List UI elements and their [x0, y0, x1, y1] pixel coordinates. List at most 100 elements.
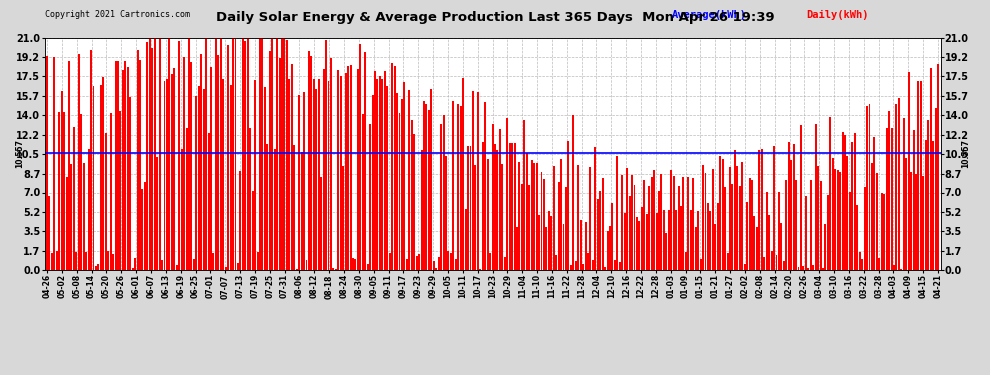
Bar — [259, 38, 261, 270]
Bar — [672, 177, 674, 270]
Bar — [454, 259, 456, 270]
Bar — [775, 255, 777, 270]
Bar — [421, 150, 423, 270]
Bar — [266, 144, 268, 270]
Bar — [70, 164, 72, 270]
Bar — [462, 78, 464, 270]
Bar — [247, 38, 248, 270]
Bar — [641, 207, 643, 270]
Bar — [913, 129, 915, 270]
Bar — [318, 78, 320, 270]
Bar — [665, 233, 667, 270]
Bar — [627, 168, 628, 270]
Bar — [557, 182, 559, 270]
Bar — [856, 205, 858, 270]
Bar — [815, 124, 817, 270]
Bar — [371, 95, 373, 270]
Bar — [853, 133, 855, 270]
Bar — [695, 227, 697, 270]
Bar — [680, 206, 682, 270]
Bar — [552, 166, 554, 270]
Bar — [97, 264, 99, 270]
Bar — [504, 257, 506, 270]
Bar — [291, 64, 293, 270]
Bar — [203, 89, 205, 270]
Bar — [110, 112, 112, 270]
Bar — [117, 62, 119, 270]
Bar — [75, 252, 77, 270]
Bar — [707, 203, 709, 270]
Bar — [780, 223, 782, 270]
Bar — [560, 159, 562, 270]
Bar — [151, 48, 153, 270]
Bar — [125, 62, 127, 270]
Bar — [173, 68, 175, 270]
Bar — [742, 162, 743, 270]
Bar — [223, 79, 224, 270]
Bar — [156, 157, 158, 270]
Bar — [631, 176, 633, 270]
Bar — [446, 156, 447, 270]
Bar — [655, 213, 657, 270]
Bar — [873, 137, 875, 270]
Bar — [369, 124, 371, 270]
Bar — [65, 177, 67, 270]
Bar — [712, 169, 714, 270]
Bar — [519, 162, 521, 270]
Bar — [835, 169, 837, 270]
Bar — [122, 70, 124, 270]
Bar — [516, 227, 518, 270]
Bar — [925, 140, 927, 270]
Bar — [127, 67, 129, 270]
Bar — [418, 254, 420, 270]
Bar — [930, 68, 932, 270]
Bar — [612, 203, 614, 270]
Bar — [670, 170, 672, 270]
Bar — [374, 71, 376, 270]
Bar — [881, 193, 883, 270]
Bar — [609, 226, 611, 270]
Bar — [411, 120, 413, 270]
Bar — [506, 118, 508, 270]
Bar — [886, 128, 888, 270]
Bar — [394, 66, 396, 270]
Bar — [938, 64, 940, 270]
Bar — [717, 203, 719, 270]
Bar — [357, 69, 358, 270]
Bar — [765, 192, 767, 270]
Bar — [700, 259, 702, 270]
Bar — [896, 105, 897, 270]
Bar — [53, 57, 55, 270]
Bar — [545, 227, 547, 270]
Bar — [242, 38, 244, 270]
Bar — [379, 76, 381, 270]
Bar — [354, 259, 356, 270]
Bar — [807, 268, 809, 270]
Bar — [905, 158, 907, 270]
Bar — [536, 163, 538, 270]
Bar — [682, 177, 684, 270]
Bar — [386, 86, 388, 270]
Bar — [115, 62, 117, 270]
Bar — [443, 115, 445, 270]
Bar — [467, 146, 469, 270]
Bar — [190, 62, 192, 270]
Bar — [112, 254, 114, 270]
Bar — [83, 163, 85, 270]
Bar — [335, 269, 337, 270]
Bar — [273, 148, 275, 270]
Bar — [205, 38, 207, 270]
Bar — [283, 38, 285, 270]
Bar — [858, 252, 860, 270]
Bar — [675, 210, 677, 270]
Bar — [770, 251, 772, 270]
Bar — [487, 159, 489, 270]
Bar — [577, 165, 579, 270]
Bar — [918, 81, 920, 270]
Bar — [582, 264, 584, 270]
Bar — [803, 266, 805, 270]
Bar — [286, 40, 288, 270]
Bar — [511, 144, 513, 270]
Bar — [743, 264, 745, 270]
Bar — [644, 180, 645, 270]
